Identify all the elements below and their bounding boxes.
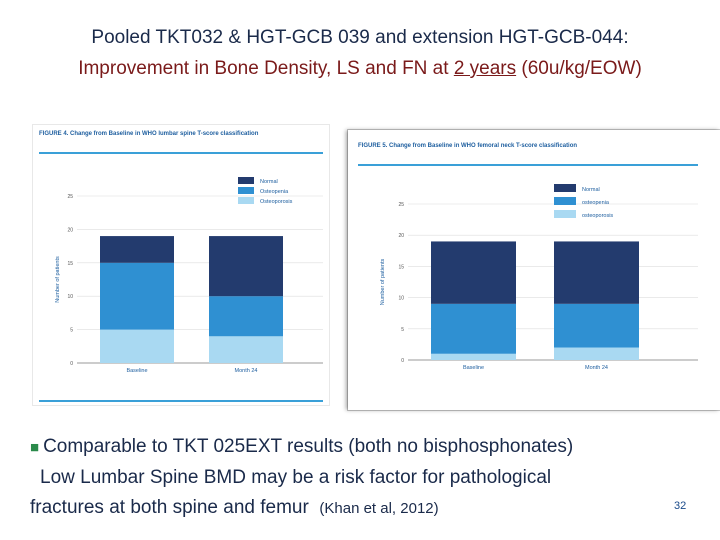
y-tick-label: 20 <box>398 233 404 239</box>
legend-swatch <box>554 197 576 205</box>
legend-label: Normal <box>260 179 278 185</box>
legend-label: Osteopenia <box>260 189 289 195</box>
lumbar-spine-figure: FIGURE 4. Change from Baseline in WHO lu… <box>33 125 329 405</box>
bar-segment-normal <box>431 241 516 304</box>
legend-label: Osteoporosis <box>260 199 293 205</box>
y-tick-label: 20 <box>67 227 73 233</box>
slide-title: Pooled TKT032 & HGT-GCB 039 and extensio… <box>91 27 629 48</box>
figure4-bottom-rule <box>39 400 323 402</box>
subtitle-tail: (60u/kg/EOW) <box>516 58 642 79</box>
figure5-rule <box>358 164 698 166</box>
legend-swatch <box>554 184 576 192</box>
bullet-text-3-row: fractures at both spine and femur (Khan … <box>30 493 710 524</box>
legend-swatch <box>238 187 254 194</box>
y-tick-label: 0 <box>401 358 404 364</box>
bullet-text-2: Low Lumbar Spine BMD may be a risk facto… <box>40 467 552 488</box>
subtitle-text: Improvement in Bone Density, LS and FN a… <box>78 58 454 79</box>
figure5-chart: 0 5 10 15 20 25 Number of patients Baseline Mont… <box>380 184 698 371</box>
bar-segment-osteoporosis <box>554 347 639 360</box>
figure4-chart: 0 5 10 15 20 25 Number of patients Baseline Mont… <box>55 177 323 374</box>
femoral-neck-figure: FIGURE 5. Change from Baseline in WHO fe… <box>348 130 720 410</box>
bar-segment-normal <box>554 241 639 304</box>
bar-segment-osteoporosis <box>209 336 283 363</box>
y-tick-label: 5 <box>401 327 404 333</box>
y-axis-label: Number of patients <box>55 256 61 303</box>
y-axis-label: Number of patients <box>380 259 386 306</box>
bar-segment-osteopenia <box>100 262 174 330</box>
bar-segment-normal <box>100 236 174 263</box>
subtitle-underlined: 2 years <box>453 58 517 79</box>
x-category-label: Baseline <box>463 365 484 371</box>
slide-subtitle: Improvement in Bone Density, LS and FN a… <box>0 57 720 81</box>
legend-swatch <box>238 197 254 204</box>
legend-swatch <box>238 177 254 184</box>
citation: (Khan et al, 2012) <box>319 500 439 517</box>
figure4-title: FIGURE 4. Change from Baseline in WHO lu… <box>39 131 259 137</box>
x-category-label: Month 24 <box>585 365 608 371</box>
y-tick-label: 15 <box>67 261 73 267</box>
x-category-label: Month 24 <box>235 368 258 374</box>
y-tick-label: 25 <box>67 194 73 200</box>
y-tick-label: 10 <box>398 296 404 302</box>
y-tick-label: 15 <box>398 264 404 270</box>
legend-label: osteopenia <box>582 200 610 206</box>
figure4-rule <box>39 152 323 154</box>
bullet-text-1: Comparable to TKT 025EXT results (both n… <box>43 436 574 457</box>
bar-segment-osteopenia <box>431 303 516 354</box>
bullet-square-icon: ■ <box>30 439 40 456</box>
page-number: 32 <box>674 500 687 512</box>
bar-segment-osteoporosis <box>431 353 516 360</box>
y-tick-label: 0 <box>70 361 73 367</box>
bullet-block: ■ Comparable to TKT 025EXT results (both … <box>30 432 710 524</box>
bullet-item: ■ Comparable to TKT 025EXT results (both … <box>30 432 710 463</box>
bar-segment-normal <box>209 236 283 297</box>
y-tick-label: 5 <box>70 328 73 334</box>
x-category-label: Baseline <box>126 368 147 374</box>
figure5-title: FIGURE 5. Change from Baseline in WHO fe… <box>358 143 578 149</box>
bar-segment-osteopenia <box>554 303 639 348</box>
y-tick-label: 25 <box>398 202 404 208</box>
bullet-text-3: fractures at both spine and femur <box>30 497 309 518</box>
bar-segment-osteopenia <box>209 296 283 337</box>
bar-segment-osteoporosis <box>100 329 174 363</box>
legend-label: osteoporosis <box>582 213 613 219</box>
y-tick-label: 10 <box>67 294 73 300</box>
legend-swatch <box>554 210 576 218</box>
legend-label: Normal <box>582 187 600 193</box>
